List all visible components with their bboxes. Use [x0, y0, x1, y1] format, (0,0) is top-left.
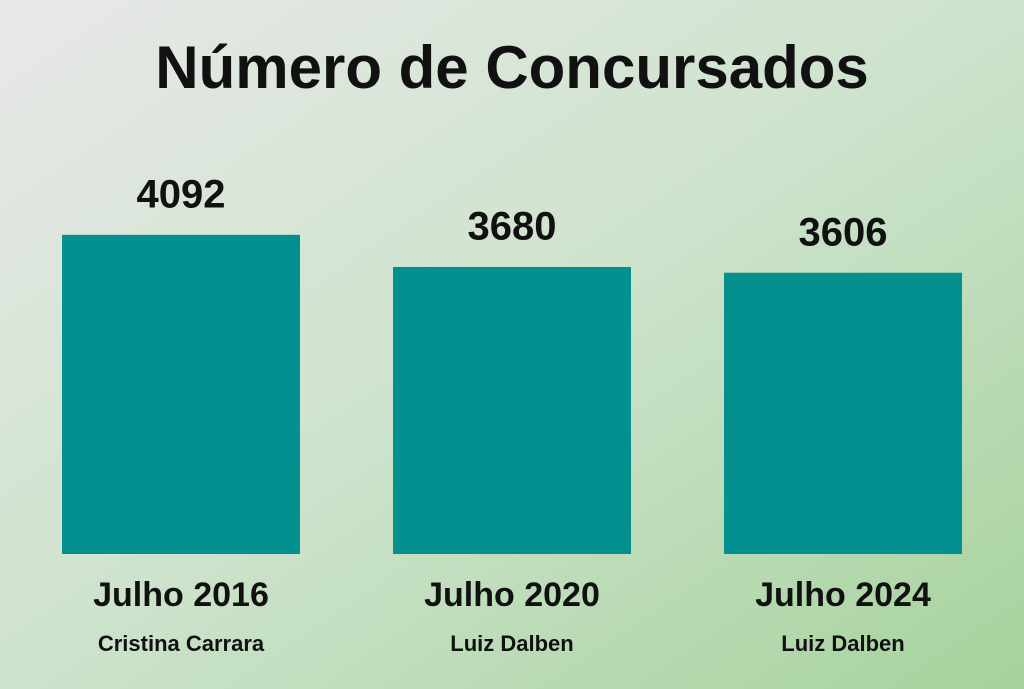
bar — [724, 272, 962, 554]
chart-title: Número de Concursados — [155, 34, 868, 101]
value-label: 4092 — [137, 172, 226, 216]
value-label: 3680 — [468, 205, 557, 249]
value-label: 3606 — [799, 210, 888, 254]
x-tick-label: Julho 2016 — [93, 576, 269, 614]
bar — [62, 234, 300, 554]
x-sublabel: Cristina Carrara — [98, 631, 265, 656]
bar — [393, 266, 631, 554]
x-tick-label: Julho 2024 — [755, 576, 931, 614]
x-sublabel: Luiz Dalben — [450, 631, 573, 656]
x-tick-label: Julho 2020 — [424, 576, 600, 614]
x-sublabel: Luiz Dalben — [781, 631, 904, 656]
